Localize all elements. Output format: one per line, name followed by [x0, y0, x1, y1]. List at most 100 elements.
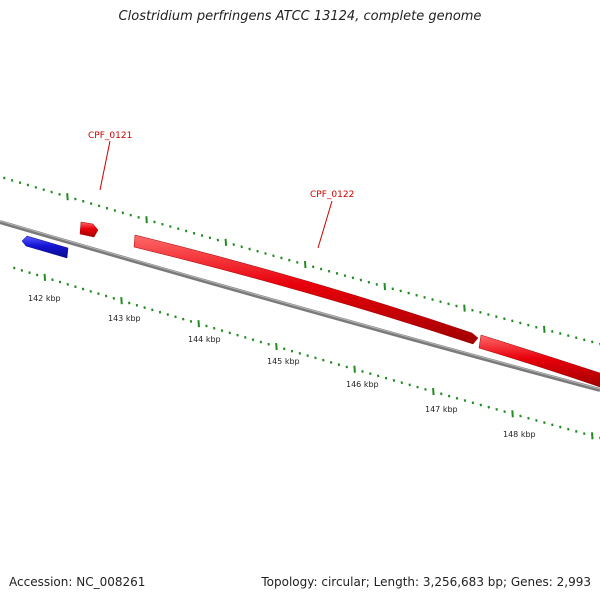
outer-track-minor-tick	[415, 293, 418, 297]
outer-track-minor-tick	[399, 289, 402, 293]
inner-track-minor-tick	[408, 383, 411, 387]
outer-track-minor-tick	[511, 319, 514, 323]
outer-track-minor-tick	[113, 209, 117, 212]
outer-track-minor-tick	[3, 176, 6, 180]
inner-track-minor-tick	[151, 308, 154, 312]
outer-track-minor-tick	[487, 313, 490, 316]
outer-track-minor-tick	[42, 188, 45, 192]
diagram-title: Clostridium perfringens ATCC 13124, comp…	[118, 9, 482, 24]
outer-track-minor-tick	[423, 295, 426, 299]
inner-track-minor-tick	[182, 317, 185, 321]
inner-track-minor-tick	[220, 329, 224, 332]
scale-label-147kbp: 147 kbp	[425, 405, 458, 414]
inner-track-minor-tick	[575, 430, 578, 433]
outer-track-minor-tick	[311, 265, 315, 269]
outer-track-minor-tick	[161, 222, 164, 226]
outer-track-minor-tick	[296, 260, 299, 264]
cpf-0122-leader-line	[317, 200, 333, 249]
outer-track-minor-tick	[129, 213, 132, 217]
outer-track-minor-tick	[248, 247, 251, 251]
outer-track-minor-tick	[18, 181, 22, 185]
outer-track-major-tick	[543, 325, 546, 333]
inner-track-minor-tick	[112, 296, 116, 300]
inner-track-major-tick	[591, 432, 594, 440]
accession-text: Accession: NC_008261	[9, 575, 146, 589]
outer-track-minor-tick	[256, 249, 259, 253]
outer-track-minor-tick	[208, 236, 212, 240]
outer-track-minor-tick	[367, 280, 371, 284]
outer-track-minor-tick	[89, 202, 93, 206]
inner-track-minor-tick	[543, 421, 546, 425]
gene-cpf-0122-arrow[interactable]	[133, 234, 479, 345]
outer-track-minor-tick	[272, 254, 275, 258]
inner-track-minor-tick	[527, 416, 530, 420]
inner-track-minor-tick	[322, 358, 325, 362]
inner-track-minor-tick	[259, 340, 263, 344]
outer-track-minor-tick	[105, 206, 109, 210]
scale-label-145kbp: 145 kbp	[267, 357, 300, 366]
outer-track-minor-tick	[240, 245, 243, 249]
inner-track-minor-tick	[58, 280, 62, 284]
inner-tick-track	[13, 266, 600, 440]
outer-track-minor-tick	[232, 243, 235, 246]
scale-label-144kbp: 144 kbp	[188, 335, 221, 344]
outer-track-minor-tick	[495, 315, 498, 319]
outer-track-minor-tick	[591, 340, 594, 344]
outer-track-minor-tick	[97, 204, 101, 208]
outer-track-minor-tick	[359, 278, 363, 282]
inner-track-minor-tick	[463, 399, 467, 402]
inner-track-minor-tick	[51, 278, 54, 282]
inner-track-minor-tick	[583, 432, 586, 436]
inner-track-major-tick	[43, 273, 47, 281]
outer-track-minor-tick	[351, 276, 355, 280]
inner-track-minor-tick	[283, 347, 286, 351]
scale-label-148kbp: 148 kbp	[503, 430, 536, 439]
gene-label-cpf-0121: CPF_0121	[88, 131, 132, 141]
inner-track-minor-tick	[361, 370, 364, 373]
outer-track-minor-tick	[74, 197, 77, 201]
inner-track-minor-tick	[212, 326, 216, 330]
outer-track-minor-tick	[567, 334, 570, 338]
gene-label-cpf-0122: CPF_0122	[310, 190, 354, 200]
outer-track-major-tick	[303, 261, 307, 269]
gene-reverse-arrow[interactable]	[21, 235, 69, 259]
inner-track-minor-tick	[13, 266, 16, 270]
outer-track-minor-tick	[184, 229, 188, 233]
inner-track-minor-tick	[267, 342, 270, 346]
outer-track-minor-tick	[82, 199, 85, 203]
gene-cpf-0121-arrow[interactable]	[79, 221, 99, 238]
outer-track-minor-tick	[177, 227, 180, 231]
inner-track-minor-tick	[298, 351, 302, 355]
inner-track-minor-tick	[503, 410, 506, 414]
inner-track-minor-tick	[189, 320, 193, 323]
cpf-0121-leader-line	[99, 140, 111, 191]
inner-track-minor-tick	[519, 414, 522, 418]
inner-track-minor-tick	[471, 401, 475, 405]
inner-track-minor-tick	[127, 301, 131, 305]
outer-track-minor-tick	[391, 287, 394, 291]
inner-track-minor-tick	[158, 310, 162, 314]
inner-track-major-tick	[197, 320, 200, 328]
outer-track-minor-tick	[10, 178, 14, 182]
topology-text: Topology: circular; Length: 3,256,683 bp…	[261, 575, 591, 589]
inner-track-minor-tick	[567, 427, 570, 431]
outer-track-minor-tick	[327, 269, 331, 273]
inner-track-minor-tick	[384, 376, 388, 380]
scale-label-142kbp: 142 kbp	[28, 294, 61, 303]
inner-track-minor-tick	[376, 374, 380, 378]
inner-track-minor-tick	[551, 423, 554, 427]
inner-track-minor-tick	[166, 313, 170, 316]
inner-track-minor-tick	[89, 289, 92, 293]
inner-track-minor-tick	[81, 287, 85, 291]
inner-track-minor-tick	[28, 271, 31, 275]
inner-track-minor-tick	[97, 292, 100, 296]
scale-label-143kbp: 143 kbp	[108, 314, 141, 323]
outer-track-minor-tick	[583, 338, 586, 342]
inner-track-minor-tick	[66, 282, 69, 286]
outer-track-minor-tick	[375, 282, 379, 286]
outer-track-minor-tick	[288, 258, 291, 262]
outer-track-minor-tick	[319, 267, 323, 271]
inner-track-minor-tick	[104, 294, 108, 298]
gene-next-arrow[interactable]	[478, 334, 600, 388]
